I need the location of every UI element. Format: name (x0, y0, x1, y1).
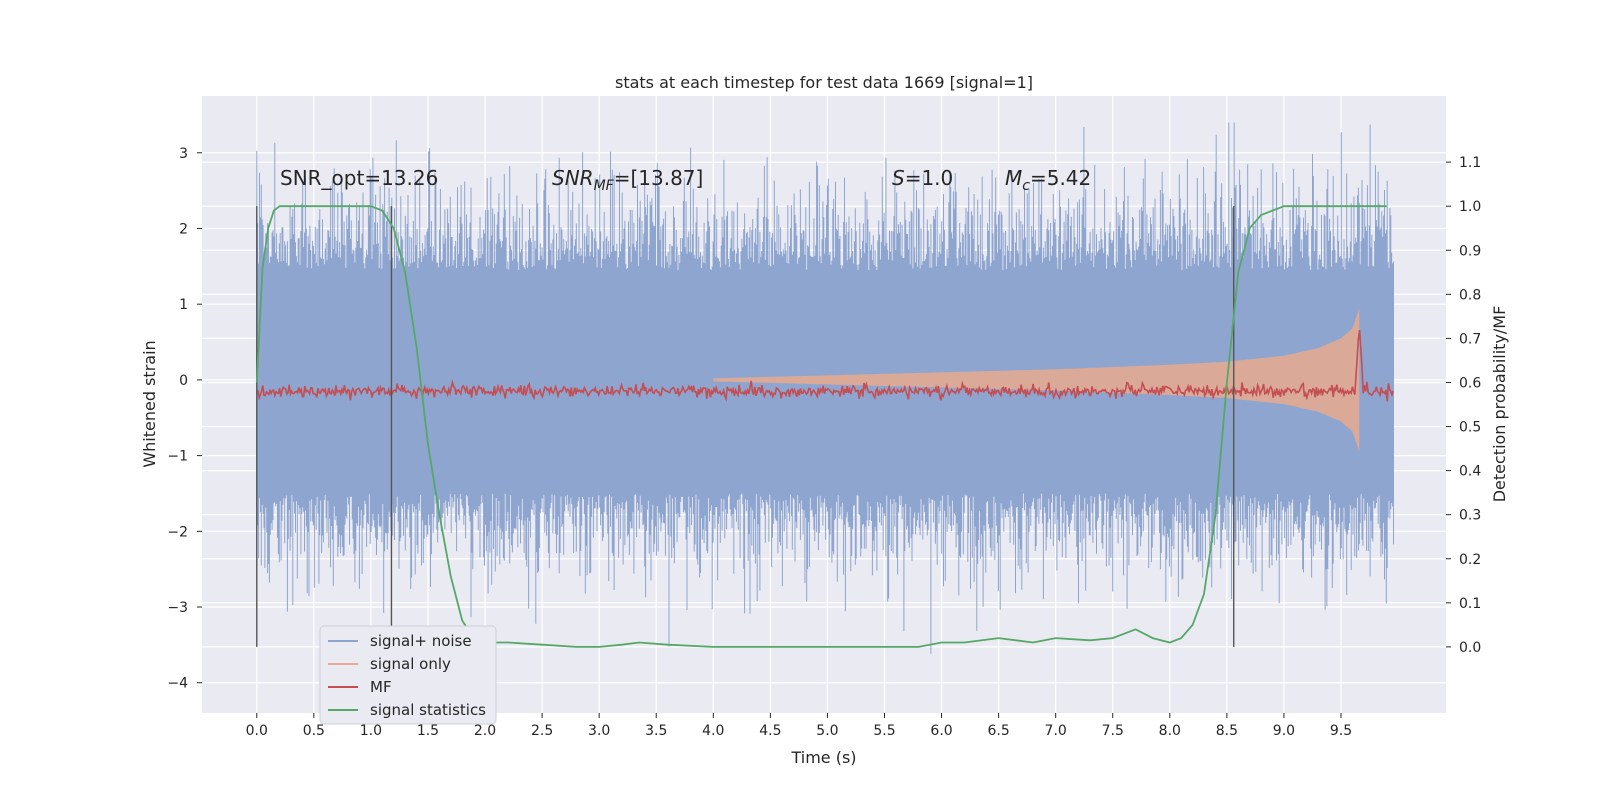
right-tick-label: 0.9 (1459, 243, 1481, 259)
right-tick-label: 1.0 (1459, 199, 1481, 215)
x-tick-label: 8.5 (1216, 723, 1238, 739)
y-tick-label: −2 (167, 524, 188, 540)
x-tick-label: 3.5 (645, 723, 667, 739)
y-tick-label: 1 (179, 297, 188, 313)
snr-opt-annotation: SNR_opt=13.26 (280, 166, 438, 190)
right-tick-label: 0.5 (1459, 420, 1481, 436)
y-tick-label: −3 (167, 600, 188, 616)
right-tick-label: 0.2 (1459, 552, 1481, 568)
right-tick-label: 0.6 (1459, 375, 1481, 391)
legend-label-signal-only: signal only (370, 655, 451, 673)
snr-mf-subscript: MF (594, 178, 615, 194)
mc-annotation: Mc=5.42 (1005, 166, 1091, 194)
x-tick-label: 0.0 (246, 723, 268, 739)
snr-mf-annotation: SNRMF=[13.87] (552, 166, 703, 194)
y-tick-label: 0 (179, 373, 188, 389)
x-tick-label: 6.0 (930, 723, 952, 739)
mc-value: =5.42 (1030, 166, 1091, 190)
right-tick-label: 0.8 (1459, 287, 1481, 303)
s-symbol: S (892, 166, 905, 190)
right-tick-label: 0.1 (1459, 596, 1481, 612)
legend: signal+ noise signal only MF signal stat… (319, 625, 497, 725)
x-tick-label: 3.0 (588, 723, 610, 739)
x-axis-ticks: 0.0 0.5 1.0 1.5 2.0 2.5 3.0 3.5 4.0 4.5 5.0 5.5 6.0 6… (246, 713, 1352, 739)
snr-mf-base: SNR (552, 166, 594, 190)
right-axis-label: Detection probability/MF (1490, 306, 1509, 503)
x-tick-label: 2.0 (474, 723, 496, 739)
x-tick-label: 4.0 (702, 723, 724, 739)
legend-label-mf: MF (370, 678, 392, 696)
x-tick-label: 7.5 (1102, 723, 1124, 739)
legend-label-signal-statistics: signal statistics (370, 701, 486, 719)
x-tick-label: 0.5 (303, 723, 325, 739)
series-signal-only (713, 308, 1360, 452)
x-tick-label: 8.0 (1159, 723, 1181, 739)
x-tick-label: 2.5 (531, 723, 553, 739)
y-tick-label: −1 (167, 449, 188, 465)
y-tick-label: 3 (179, 146, 188, 162)
right-tick-label: 0.7 (1459, 331, 1481, 347)
annotations: SNR_opt=13.26 SNRMF=[13.87] S=1.0 Mc=5.4… (280, 166, 1091, 194)
x-tick-label: 6.5 (987, 723, 1009, 739)
y-axis-label: Whitened strain (140, 340, 159, 467)
vertical-markers (256, 206, 1235, 647)
y-tick-label: 2 (179, 221, 188, 237)
x-tick-label: 1.5 (417, 723, 439, 739)
legend-label-signal-noise: signal+ noise (370, 632, 472, 650)
right-tick-label: 0.3 (1459, 508, 1481, 524)
y-axis-ticks: 3 2 1 0 −1 −2 −3 −4 (167, 146, 202, 692)
x-tick-label: 4.5 (759, 723, 781, 739)
y-tick-label: −4 (167, 676, 188, 692)
series-signal-statistics (255, 205, 1387, 648)
x-tick-label: 9.5 (1330, 723, 1352, 739)
s-annotation: S=1.0 (892, 166, 953, 190)
mc-subscript: c (1022, 178, 1030, 194)
signal-only-envelope (713, 308, 1360, 452)
snr-mf-value: =[13.87] (614, 166, 704, 190)
right-tick-label: 1.1 (1459, 155, 1481, 171)
x-tick-label: 7.0 (1045, 723, 1067, 739)
signal-statistics-line (255, 205, 1387, 648)
right-tick-label: 0.0 (1459, 640, 1481, 656)
legend-box (319, 625, 497, 725)
x-tick-label: 5.5 (873, 723, 895, 739)
right-tick-label: 0.4 (1459, 464, 1481, 480)
s-value: =1.0 (905, 166, 954, 190)
mf-trace (256, 329, 1394, 402)
mc-symbol: M (1005, 166, 1022, 190)
x-tick-label: 1.0 (360, 723, 382, 739)
chart-title: stats at each timestep for test data 166… (615, 73, 1033, 92)
x-tick-label: 5.0 (816, 723, 838, 739)
right-axis-ticks: 1.1 1.0 0.9 0.8 0.7 0.6 0.5 0.4 0.3 0.2 0.1 0.0 (1446, 155, 1481, 656)
series-mf (256, 329, 1394, 402)
x-axis-label: Time (s) (790, 748, 856, 767)
x-tick-label: 9.0 (1273, 723, 1295, 739)
